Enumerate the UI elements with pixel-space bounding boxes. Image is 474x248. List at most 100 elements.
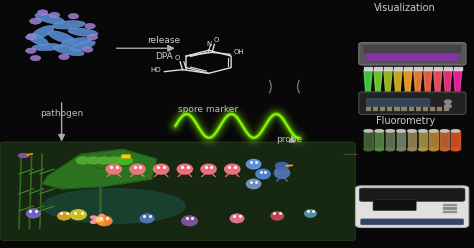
Text: probe: probe — [276, 135, 302, 144]
Polygon shape — [451, 131, 460, 149]
FancyBboxPatch shape — [366, 53, 459, 62]
Text: N: N — [206, 41, 211, 47]
Polygon shape — [374, 70, 382, 95]
Circle shape — [117, 156, 132, 164]
Ellipse shape — [440, 148, 449, 151]
Polygon shape — [454, 67, 462, 70]
Bar — [443, 204, 457, 206]
Ellipse shape — [274, 167, 290, 178]
Ellipse shape — [31, 26, 54, 39]
Ellipse shape — [201, 164, 216, 174]
Ellipse shape — [256, 169, 270, 179]
Polygon shape — [444, 70, 452, 95]
Polygon shape — [386, 131, 394, 149]
Polygon shape — [375, 131, 383, 149]
Text: O: O — [214, 37, 219, 43]
Polygon shape — [364, 70, 372, 95]
Ellipse shape — [451, 148, 460, 151]
Ellipse shape — [68, 13, 79, 19]
Ellipse shape — [440, 130, 449, 132]
Ellipse shape — [419, 148, 427, 151]
Text: OH: OH — [233, 49, 244, 55]
Ellipse shape — [429, 130, 438, 132]
Ellipse shape — [397, 148, 405, 151]
Ellipse shape — [99, 220, 104, 225]
Ellipse shape — [386, 148, 394, 151]
Ellipse shape — [408, 148, 416, 151]
Polygon shape — [414, 70, 422, 95]
Polygon shape — [434, 70, 442, 95]
Ellipse shape — [29, 18, 42, 24]
Ellipse shape — [57, 212, 71, 220]
Bar — [437, 107, 442, 111]
Polygon shape — [404, 70, 412, 95]
Text: HO: HO — [151, 67, 161, 73]
Ellipse shape — [91, 220, 99, 223]
Text: release: release — [147, 36, 180, 45]
Ellipse shape — [26, 209, 40, 218]
Text: pathogen: pathogen — [40, 109, 83, 118]
Bar — [430, 107, 435, 111]
Polygon shape — [384, 70, 392, 95]
FancyBboxPatch shape — [373, 200, 416, 211]
Bar — [394, 107, 400, 111]
Ellipse shape — [304, 210, 317, 217]
Circle shape — [96, 218, 103, 221]
Circle shape — [445, 100, 451, 103]
Ellipse shape — [177, 164, 192, 174]
FancyBboxPatch shape — [356, 186, 469, 227]
Ellipse shape — [451, 130, 460, 132]
Ellipse shape — [35, 13, 64, 24]
Circle shape — [87, 157, 100, 164]
FancyBboxPatch shape — [359, 43, 466, 65]
Ellipse shape — [246, 179, 261, 188]
Ellipse shape — [140, 214, 154, 223]
FancyBboxPatch shape — [363, 45, 462, 54]
Ellipse shape — [246, 159, 261, 169]
Ellipse shape — [18, 154, 29, 157]
Ellipse shape — [61, 38, 91, 47]
FancyBboxPatch shape — [359, 92, 466, 114]
Polygon shape — [394, 70, 402, 95]
Polygon shape — [408, 131, 416, 149]
Polygon shape — [429, 131, 438, 149]
Ellipse shape — [225, 164, 240, 174]
Polygon shape — [414, 67, 422, 70]
Bar — [409, 107, 414, 111]
Ellipse shape — [85, 23, 95, 29]
Bar — [443, 211, 457, 214]
Ellipse shape — [71, 41, 95, 51]
Bar — [416, 107, 421, 111]
Circle shape — [76, 157, 90, 164]
Ellipse shape — [87, 34, 98, 40]
Polygon shape — [397, 131, 405, 149]
Ellipse shape — [375, 148, 383, 151]
Ellipse shape — [99, 215, 104, 219]
Circle shape — [275, 162, 289, 169]
Text: Fluorometry: Fluorometry — [375, 116, 435, 126]
Circle shape — [108, 157, 121, 164]
Polygon shape — [454, 70, 462, 95]
Circle shape — [97, 157, 110, 164]
Ellipse shape — [59, 54, 69, 60]
Polygon shape — [374, 67, 382, 70]
Polygon shape — [424, 70, 432, 95]
Polygon shape — [364, 131, 373, 149]
Ellipse shape — [27, 33, 48, 46]
Ellipse shape — [429, 148, 438, 151]
FancyBboxPatch shape — [0, 142, 356, 241]
Ellipse shape — [230, 214, 244, 223]
Ellipse shape — [43, 189, 185, 223]
Ellipse shape — [130, 164, 145, 174]
FancyBboxPatch shape — [121, 154, 130, 157]
Ellipse shape — [154, 164, 169, 174]
Ellipse shape — [386, 130, 394, 132]
Ellipse shape — [37, 10, 48, 15]
Bar — [373, 107, 378, 111]
Ellipse shape — [48, 31, 75, 43]
Ellipse shape — [364, 148, 373, 151]
FancyBboxPatch shape — [361, 219, 464, 225]
Ellipse shape — [397, 130, 405, 132]
Ellipse shape — [32, 43, 63, 51]
Ellipse shape — [364, 130, 373, 132]
